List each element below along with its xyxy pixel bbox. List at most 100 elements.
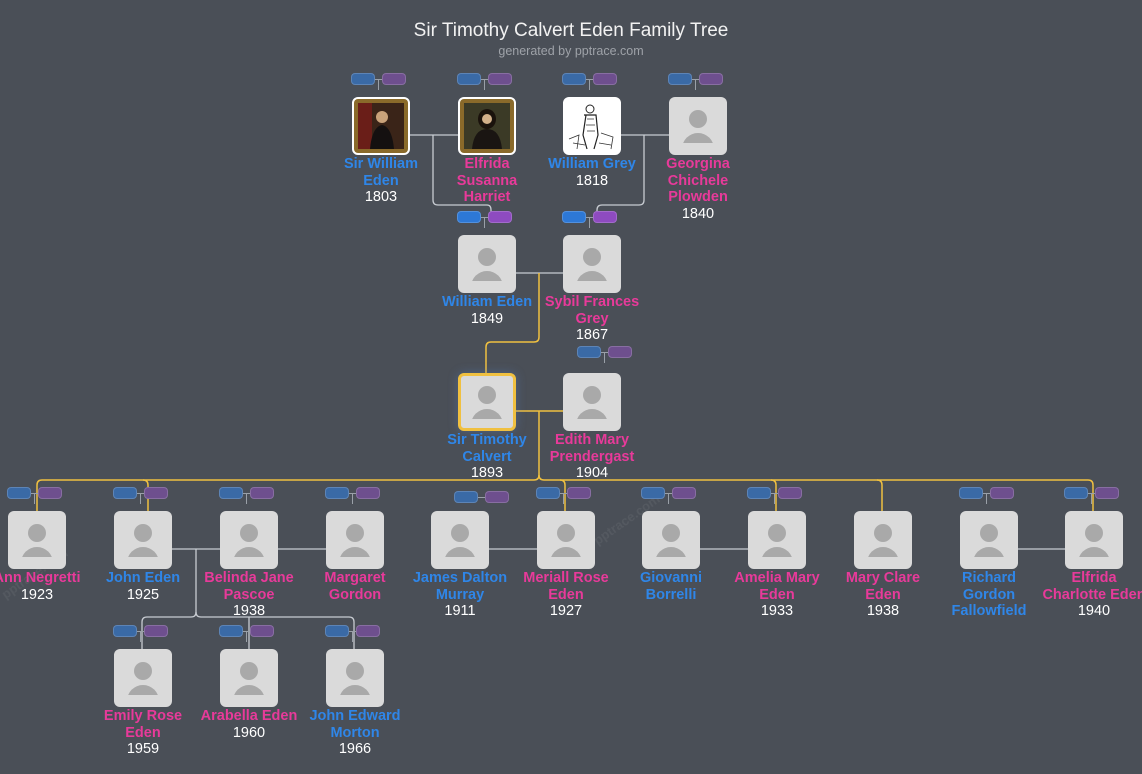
add-parents-button[interactable] (457, 73, 481, 85)
add-spouse-button[interactable] (672, 487, 696, 499)
button-connector (563, 493, 564, 504)
page-title: Sir Timothy Calvert Eden Family Tree (413, 20, 729, 41)
relation-buttons (457, 211, 527, 228)
add-spouse-button[interactable] (608, 346, 632, 358)
add-spouse-button[interactable] (144, 625, 168, 637)
avatar-placeholder[interactable] (220, 649, 278, 707)
add-parents-button[interactable] (577, 346, 601, 358)
avatar-placeholder[interactable] (642, 511, 700, 569)
add-parents-button[interactable] (113, 487, 137, 499)
avatar-placeholder[interactable] (114, 511, 172, 569)
person-silhouette-icon (134, 662, 152, 680)
relation-buttons (562, 73, 632, 90)
person-silhouette-icon (127, 547, 159, 557)
add-spouse-button[interactable] (250, 487, 274, 499)
add-parents-button[interactable] (454, 491, 478, 503)
relation-buttons (219, 625, 289, 642)
avatar-placeholder[interactable] (220, 511, 278, 569)
avatar-placeholder[interactable] (563, 373, 621, 431)
person-silhouette-icon (134, 524, 152, 542)
person-name: Sir Timothy Calvert (447, 432, 527, 465)
person-name: Georgina Chichele Plowden (666, 156, 730, 205)
add-parents-button[interactable] (1064, 487, 1088, 499)
birth-year: 1840 (681, 205, 715, 222)
avatar-placeholder[interactable] (854, 511, 912, 569)
add-parents-button[interactable] (641, 487, 665, 499)
add-spouse-button[interactable] (1095, 487, 1119, 499)
add-spouse-button[interactable] (488, 211, 512, 223)
person-name: Sir William Eden (343, 156, 418, 189)
avatar-placeholder[interactable] (960, 511, 1018, 569)
button-connector (246, 631, 247, 642)
birth-year: 1938 (232, 603, 266, 619)
add-parents-button[interactable] (325, 487, 349, 499)
portrait-photo[interactable] (458, 97, 516, 155)
add-parents-button[interactable] (351, 73, 375, 85)
avatar-placeholder-selected[interactable] (458, 373, 516, 431)
add-parents-button[interactable] (113, 625, 137, 637)
avatar-placeholder[interactable] (8, 511, 66, 569)
person-silhouette-icon (478, 386, 496, 404)
relation-buttons (351, 73, 421, 90)
person-silhouette-icon (240, 662, 258, 680)
add-parents-button[interactable] (325, 625, 349, 637)
portrait-painting-icon (460, 99, 514, 153)
add-parents-button[interactable] (747, 487, 771, 499)
birth-year: 1933 (760, 603, 794, 619)
add-spouse-button[interactable] (382, 73, 406, 85)
person-name: John Edward Morton (309, 708, 401, 741)
avatar-placeholder[interactable] (563, 235, 621, 293)
birth-year: 1818 (575, 172, 609, 189)
add-spouse-button[interactable] (778, 487, 802, 499)
portrait-photo[interactable] (352, 97, 410, 155)
avatar-placeholder[interactable] (326, 511, 384, 569)
add-parents-button[interactable] (562, 73, 586, 85)
avatar-placeholder[interactable] (458, 235, 516, 293)
show-parents-button[interactable] (562, 211, 586, 223)
birth-year: 1803 (364, 189, 398, 205)
person-silhouette-icon (339, 547, 371, 557)
add-spouse-button[interactable] (356, 625, 380, 637)
add-spouse-button[interactable] (356, 487, 380, 499)
relation-buttons (7, 487, 77, 504)
person-silhouette-icon (451, 524, 469, 542)
add-spouse-button[interactable] (144, 487, 168, 499)
avatar-placeholder[interactable] (748, 511, 806, 569)
add-spouse-button[interactable] (250, 625, 274, 637)
portrait-photo[interactable] (563, 97, 621, 155)
add-spouse-button[interactable] (593, 211, 617, 223)
avatar-placeholder[interactable] (114, 649, 172, 707)
add-spouse-button[interactable] (593, 73, 617, 85)
add-spouse-button[interactable] (485, 491, 509, 503)
portrait-painting-icon (354, 99, 408, 153)
person-silhouette-icon (576, 271, 608, 281)
avatar-placeholder[interactable] (669, 97, 727, 155)
person-silhouette-icon (576, 409, 608, 419)
person-silhouette-icon (346, 524, 364, 542)
birth-year: 1960 (232, 724, 266, 741)
person-name: Elfrida Charlotte Eden (1042, 570, 1142, 603)
avatar-placeholder[interactable] (1065, 511, 1123, 569)
avatar-placeholder[interactable] (326, 649, 384, 707)
add-spouse-button[interactable] (38, 487, 62, 499)
birth-year: 1938 (866, 603, 900, 619)
person-name: James Dalton Murray (412, 570, 508, 603)
show-parents-button[interactable] (457, 211, 481, 223)
add-spouse-button[interactable] (699, 73, 723, 85)
add-spouse-button[interactable] (488, 73, 512, 85)
avatar-placeholder[interactable] (537, 511, 595, 569)
person-silhouette-icon (444, 547, 476, 557)
avatar-placeholder[interactable] (431, 511, 489, 569)
add-parents-button[interactable] (7, 487, 31, 499)
add-spouse-button[interactable] (567, 487, 591, 499)
add-spouse-button[interactable] (990, 487, 1014, 499)
person-name: William Grey (548, 156, 636, 172)
add-parents-button[interactable] (219, 487, 243, 499)
person-silhouette-icon (1085, 524, 1103, 542)
add-parents-button[interactable] (219, 625, 243, 637)
add-parents-button[interactable] (668, 73, 692, 85)
add-parents-button[interactable] (959, 487, 983, 499)
person-silhouette-icon (28, 524, 46, 542)
add-parents-button[interactable] (536, 487, 560, 499)
button-connector (604, 352, 605, 363)
